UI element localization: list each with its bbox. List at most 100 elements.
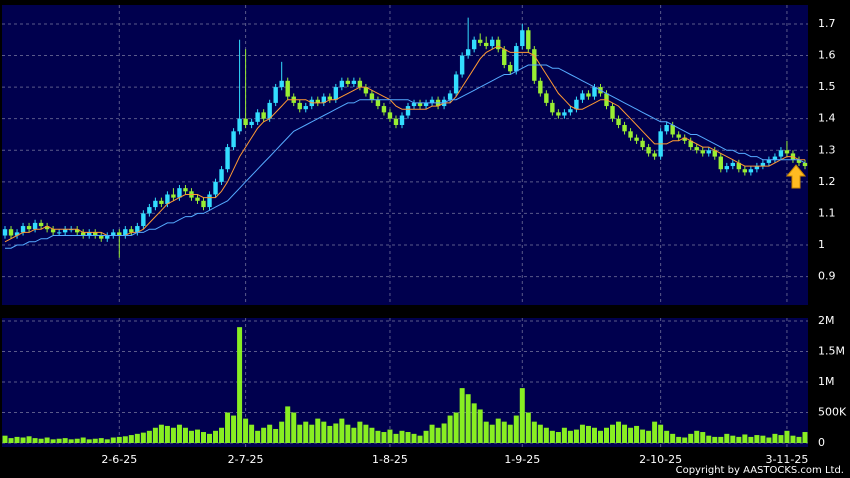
candle-body bbox=[562, 112, 567, 116]
x-tick-label: 2-10-25 bbox=[639, 453, 682, 466]
candle-body bbox=[375, 99, 381, 107]
candle-body bbox=[219, 169, 224, 182]
volume-bar bbox=[279, 421, 285, 443]
y-tick-label: 1M bbox=[818, 375, 835, 388]
volume-bar bbox=[176, 424, 182, 443]
volume-bar bbox=[784, 430, 790, 443]
candle-body bbox=[742, 169, 748, 173]
candle-body bbox=[123, 229, 128, 236]
candle-body bbox=[694, 147, 699, 151]
volume-bar bbox=[610, 424, 616, 443]
volume-bar bbox=[459, 388, 465, 443]
candle-body bbox=[297, 102, 302, 110]
volume-bar bbox=[597, 430, 603, 443]
candle-body bbox=[285, 80, 290, 97]
volume-bar bbox=[231, 415, 237, 443]
y-tick-label: 1.4 bbox=[818, 112, 836, 125]
volume-bar bbox=[706, 435, 712, 443]
candle-body bbox=[622, 125, 627, 132]
candle-body bbox=[772, 156, 778, 160]
candle-body bbox=[273, 87, 278, 103]
volume-bar bbox=[44, 437, 50, 443]
volume-bar bbox=[525, 412, 531, 443]
candle-body bbox=[171, 194, 176, 198]
candle-body bbox=[490, 39, 495, 47]
candle-body bbox=[26, 226, 32, 230]
candle-body bbox=[706, 150, 711, 154]
volume-bar bbox=[664, 430, 670, 443]
volume-bar bbox=[742, 434, 748, 443]
candle-body bbox=[195, 197, 200, 201]
candle-body bbox=[357, 80, 363, 88]
volume-bar bbox=[724, 433, 730, 443]
volume-bar bbox=[98, 438, 104, 443]
candle-body bbox=[261, 112, 266, 119]
x-tick-label: 1-8-25 bbox=[372, 453, 408, 466]
candle-body bbox=[141, 213, 146, 227]
volume-bar bbox=[188, 430, 194, 443]
moving-average-line bbox=[5, 64, 806, 249]
candle-body bbox=[616, 118, 621, 125]
volume-bar bbox=[417, 435, 423, 443]
candle-body bbox=[20, 226, 26, 233]
volume-bar bbox=[585, 425, 591, 443]
volume-bar bbox=[471, 403, 477, 443]
volume-bar bbox=[579, 424, 585, 443]
volume-bar bbox=[453, 412, 459, 443]
y-tick-label: 1.1 bbox=[818, 206, 836, 219]
y-tick-label: 1.6 bbox=[818, 49, 836, 62]
candle-body bbox=[387, 112, 393, 119]
volume-bar bbox=[772, 433, 778, 443]
candle-body bbox=[670, 125, 675, 135]
volume-bar bbox=[802, 432, 808, 443]
candle-body bbox=[62, 229, 68, 233]
candle-body bbox=[213, 181, 218, 195]
candle-body bbox=[550, 102, 555, 113]
y-tick-label: 500K bbox=[818, 406, 847, 419]
volume-bar bbox=[116, 436, 122, 443]
volume-bar bbox=[634, 425, 640, 443]
volume-bar bbox=[423, 430, 429, 443]
candle-body bbox=[255, 112, 260, 122]
candle-body bbox=[249, 121, 254, 125]
volume-bar bbox=[387, 429, 393, 443]
volume-bar bbox=[182, 427, 188, 443]
volume-bar bbox=[297, 424, 303, 443]
volume-bar bbox=[273, 428, 279, 443]
candle-body bbox=[267, 102, 272, 119]
y-tick-label: 1.3 bbox=[818, 143, 836, 156]
y-tick-label: 1.7 bbox=[818, 17, 836, 30]
volume-bar bbox=[796, 436, 802, 443]
candle-body bbox=[429, 99, 435, 103]
volume-bar bbox=[754, 435, 760, 443]
volume-bar bbox=[363, 424, 369, 443]
volume-bar bbox=[333, 423, 339, 443]
y-tick-label: 1.5 bbox=[818, 80, 836, 93]
volume-bar bbox=[164, 425, 170, 443]
candle-body bbox=[74, 229, 80, 233]
volume-bar bbox=[465, 394, 471, 443]
candle-body bbox=[369, 93, 375, 100]
volume-bar bbox=[676, 436, 682, 443]
volume-bar bbox=[652, 421, 658, 443]
candle-body bbox=[526, 30, 531, 50]
volume-bar bbox=[435, 427, 441, 443]
candle-body bbox=[520, 30, 525, 47]
candle-body bbox=[405, 106, 411, 116]
y-tick-label: 0 bbox=[818, 436, 825, 449]
volume-bar bbox=[122, 436, 128, 443]
candle-body bbox=[44, 226, 50, 230]
volume-bar bbox=[604, 427, 609, 443]
volume-bar bbox=[146, 430, 152, 443]
volume-bar bbox=[321, 421, 327, 443]
volume-bar bbox=[730, 435, 736, 443]
candle-body bbox=[321, 96, 326, 103]
candle-body bbox=[592, 87, 597, 97]
volume-bar bbox=[213, 430, 219, 443]
candle-body bbox=[730, 162, 736, 167]
volume-bar bbox=[381, 432, 387, 443]
volume-bar bbox=[285, 406, 291, 443]
volume-bar bbox=[170, 427, 176, 443]
volume-bar bbox=[670, 433, 676, 443]
